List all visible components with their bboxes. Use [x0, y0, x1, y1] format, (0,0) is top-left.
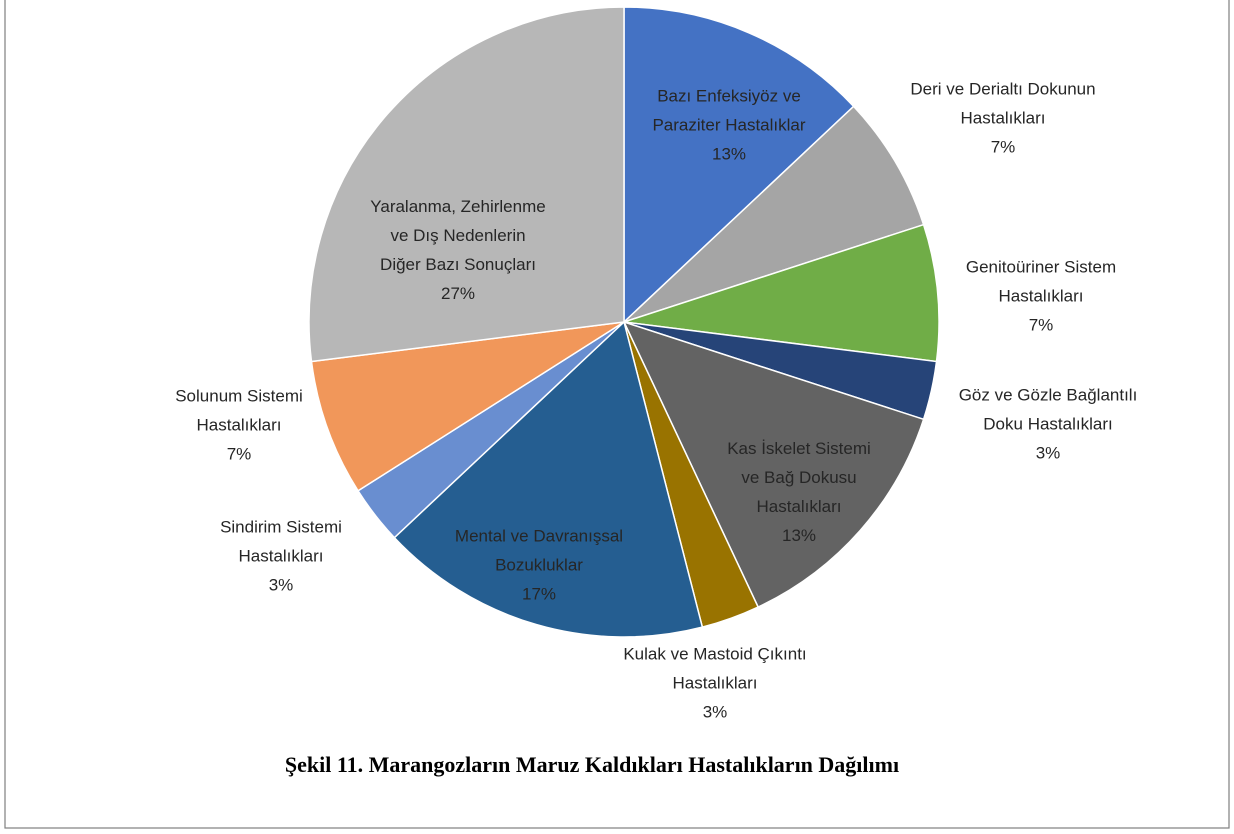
- value-label: 27%: [440, 284, 476, 303]
- category-label: Sindirim Sistemi Hastalıkları: [220, 517, 342, 566]
- category-label: Kulak ve Mastoid Çıkıntı Hastalıkları: [623, 644, 807, 693]
- category-label: Göz ve Gözle Bağlantılı Doku Hastalıklar…: [958, 385, 1138, 434]
- pie-slice: [393, 320, 704, 638]
- category-label: Kas İskelet Sistemi ve Bağ Dokusu Hastal…: [727, 439, 871, 516]
- value-label: 17%: [521, 584, 557, 604]
- pie-slice: [623, 223, 940, 363]
- slice-label: Kulak ve Mastoid Çıkıntı Hastalıkları 3%: [623, 640, 808, 727]
- caption: Şekil 11. Marangozların Maruz Kaldıkları…: [284, 752, 900, 777]
- category-label: Bazı Enfeksiyöz ve Paraziter Hastalıklar: [652, 86, 806, 135]
- category-label: Mental ve Davranışsal Bozukluklar: [454, 526, 624, 575]
- slice-label: Kas İskelet Sistemi ve Bağ Dokusu Hastal…: [717, 434, 882, 550]
- value-label: 7%: [990, 137, 1016, 157]
- pie-slice: [308, 6, 625, 363]
- value-label: 13%: [711, 144, 747, 164]
- slice-label: Mental ve Davranışsal Bozukluklar 17%: [424, 522, 654, 609]
- category-label: Genitoüriner Sistem Hastalıkları: [965, 257, 1117, 306]
- category-label: Solunum Sistemi Hastalıkları: [175, 386, 303, 435]
- value-label: 7%: [226, 444, 252, 464]
- pie-slice: [623, 105, 925, 323]
- slice-label: Sindirim Sistemi Hastalıkları 3%: [204, 513, 359, 600]
- slice-label: Bazı Enfeksiyöz ve Paraziter Hastalıklar…: [629, 82, 829, 169]
- category-label: Yaralanma, Zehirlenme ve Dış Nedenlerin …: [370, 197, 546, 274]
- value-label: 3%: [702, 702, 728, 722]
- pie-slice: [622, 320, 925, 609]
- value-label: 13%: [781, 526, 817, 545]
- value-label: 3%: [1035, 443, 1061, 463]
- slice-label: Göz ve Gözle Bağlantılı Doku Hastalıklar…: [946, 381, 1151, 468]
- pie-slice: [310, 321, 625, 492]
- slice-label: Genitoüriner Sistem Hastalıkları 7%: [944, 253, 1139, 340]
- category-label: Deri ve Derialtı Dokunun Hastalıkları: [910, 79, 1096, 128]
- slice-label: Yaralanma, Zehirlenme ve Dış Nedenlerin …: [369, 192, 547, 308]
- value-label: 3%: [268, 575, 294, 595]
- slice-label: Solunum Sistemi Hastalıkları 7%: [159, 382, 319, 469]
- pie-slice: [623, 6, 855, 324]
- value-label: 7%: [1028, 315, 1054, 335]
- slice-label: Deri ve Derialtı Dokunun Hastalıkları 7%: [903, 75, 1103, 162]
- frame: [4, 0, 1230, 829]
